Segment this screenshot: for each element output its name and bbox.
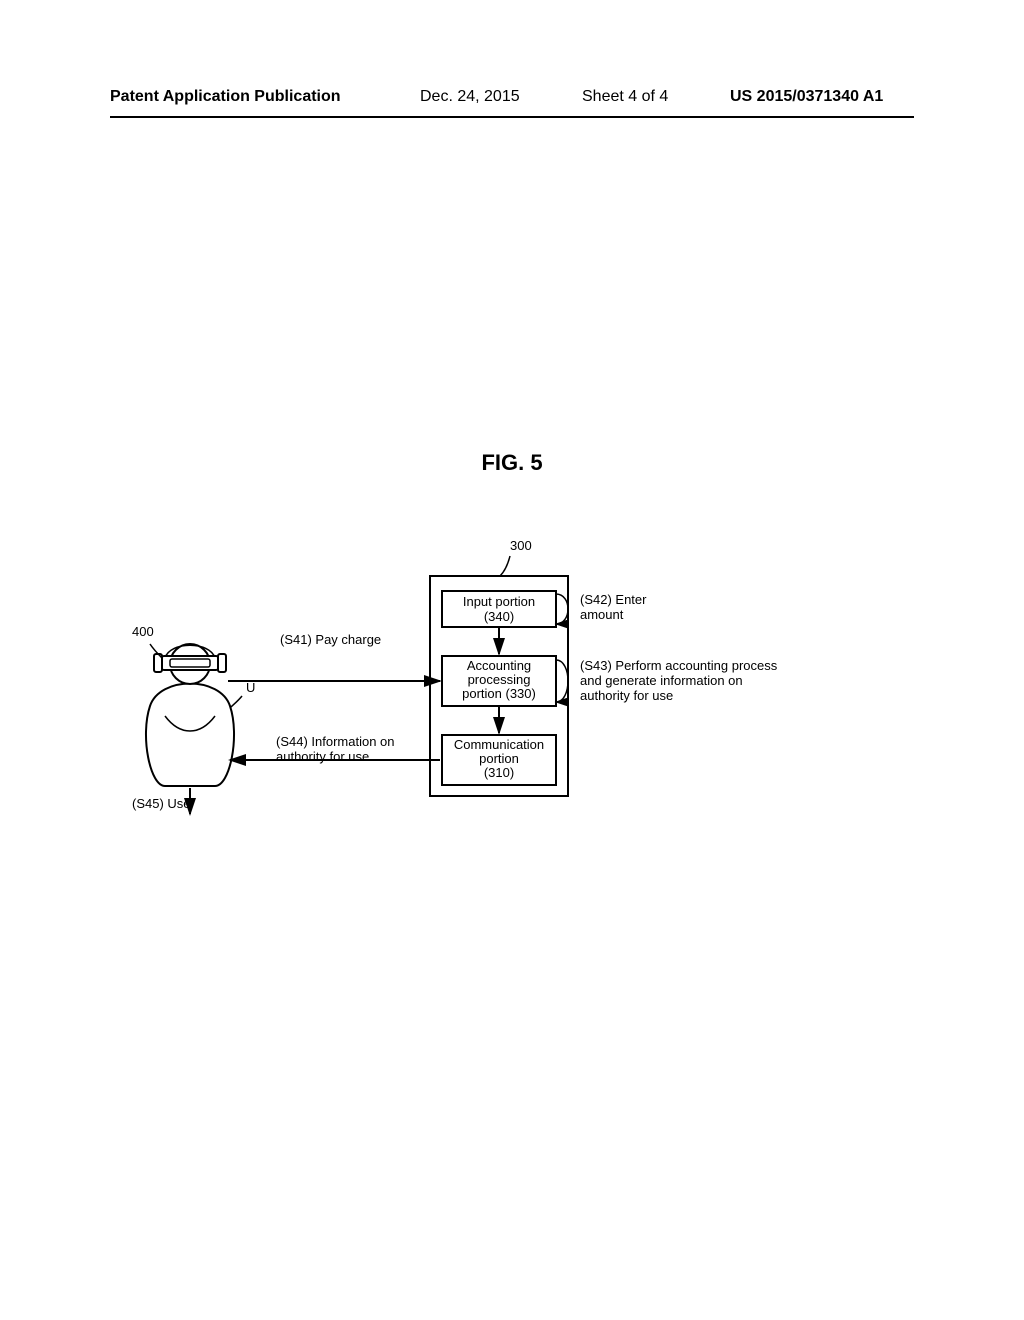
accounting-l3: portion (330)	[462, 686, 536, 701]
s43-loop	[556, 660, 568, 702]
input-portion-l2: (340)	[484, 609, 514, 624]
sheet-number: Sheet 4 of 4	[582, 88, 668, 106]
communication-l3: (310)	[484, 765, 514, 780]
publication-label: Patent Application Publication	[110, 88, 341, 105]
user-icon	[146, 644, 234, 786]
header-rule	[110, 116, 914, 118]
publication-date: Dec. 24, 2015	[420, 88, 520, 106]
page-header: Patent Application Publication Dec. 24, …	[110, 88, 914, 106]
accounting-l2: processing	[468, 672, 531, 687]
s45-label: (S45) Use	[132, 796, 191, 811]
accounting-l1: Accounting	[467, 658, 531, 673]
s44-label-a: (S44) Information on	[276, 734, 395, 749]
s43-label-a: (S43) Perform accounting process	[580, 658, 778, 673]
page: Patent Application Publication Dec. 24, …	[0, 0, 1024, 1320]
communication-l1: Communication	[454, 737, 544, 752]
s42-loop	[556, 594, 568, 624]
lead-u	[230, 696, 242, 708]
s41-label: (S41) Pay charge	[280, 632, 381, 647]
user-letter: U	[246, 680, 255, 695]
s44-label-b: authority for use	[276, 749, 369, 764]
figure-title: FIG. 5	[0, 450, 1024, 476]
communication-l2: portion	[479, 751, 519, 766]
s42-label-a: (S42) Enter	[580, 592, 647, 607]
ref-300: 300	[510, 538, 532, 553]
s42-label-b: amount	[580, 607, 624, 622]
s43-label-c: authority for use	[580, 688, 673, 703]
publication-number: US 2015/0371340 A1	[730, 88, 883, 106]
ref-400: 400	[132, 624, 154, 639]
lead-300	[500, 556, 510, 576]
diagram: 300 Input portion (340) (S42) Enter amou…	[110, 536, 914, 896]
s43-label-b: and generate information on	[580, 673, 743, 688]
input-portion-l1: Input portion	[463, 594, 535, 609]
